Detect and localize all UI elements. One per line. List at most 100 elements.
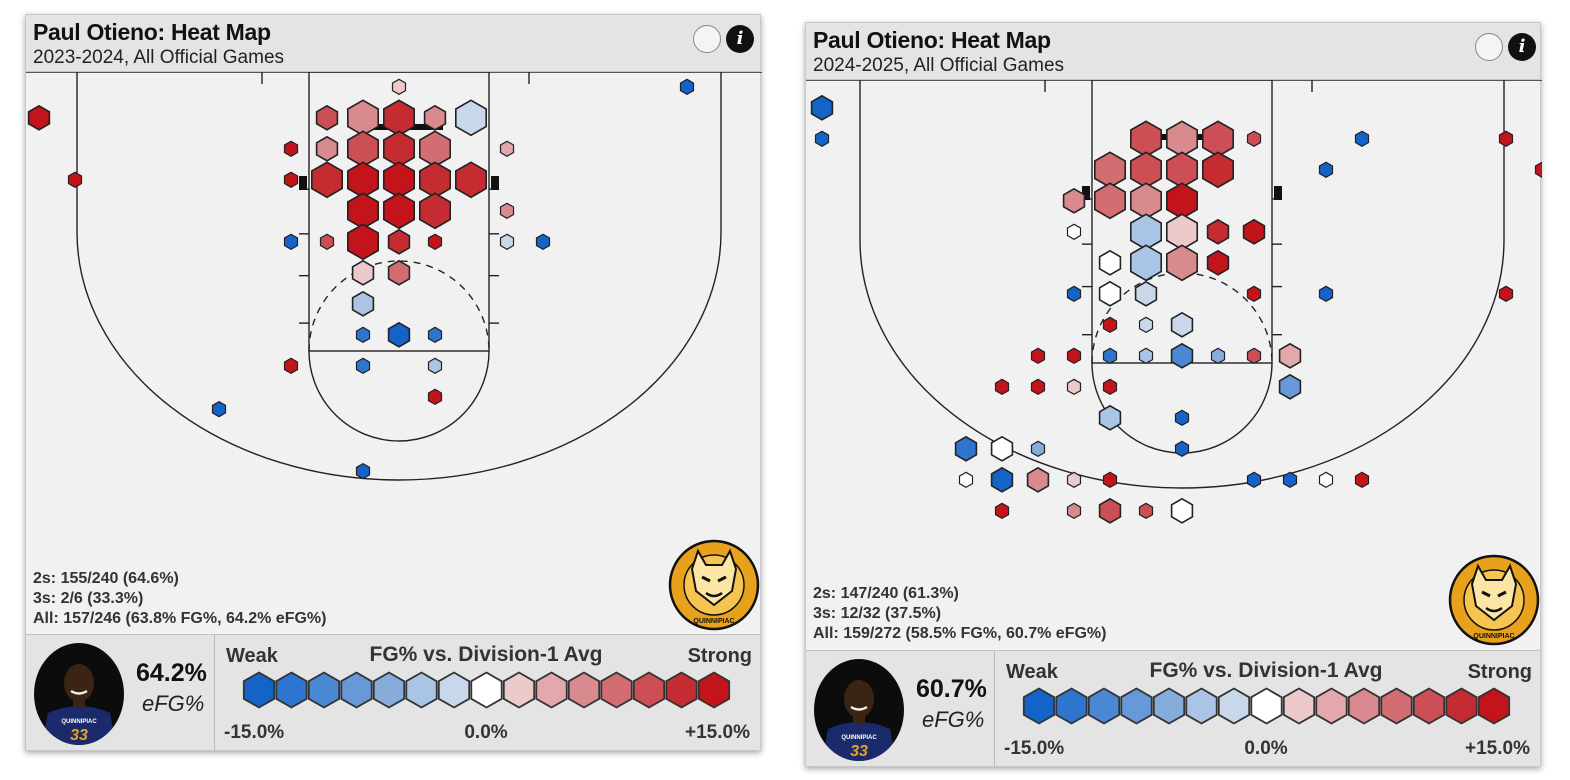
shot-hex[interactable] [1282,471,1298,488]
shot-hex[interactable] [1098,280,1122,307]
shot-hex[interactable] [1129,151,1163,189]
shot-hex[interactable] [391,78,407,95]
shot-hex[interactable] [315,104,339,131]
shot-hex[interactable] [1318,471,1334,488]
shot-hex[interactable] [387,259,411,286]
shot-hex[interactable] [1134,280,1158,307]
shot-hex[interactable] [1030,347,1046,364]
help-circle-icon[interactable] [1475,33,1503,61]
shot-hex[interactable] [382,192,416,230]
shot-hex[interactable] [1093,182,1127,220]
shot-hex[interactable] [1242,218,1266,245]
shot-hex[interactable] [427,326,443,343]
shot-hex[interactable] [382,130,416,168]
shot-hex[interactable] [1066,285,1082,302]
shot-hex[interactable] [1102,316,1118,333]
shot-hex[interactable] [1165,182,1199,220]
shot-hex[interactable] [1098,249,1122,276]
shot-hex[interactable] [315,135,339,162]
shot-hex[interactable] [1170,311,1194,338]
shot-hex[interactable] [1138,502,1154,519]
shot-hex[interactable] [1174,440,1190,457]
shot-hex[interactable] [211,401,227,418]
shot-hex[interactable] [1174,409,1190,426]
shot-hex[interactable] [1129,213,1163,251]
shot-hex[interactable] [454,161,488,199]
shot-hex[interactable] [423,104,447,131]
shot-hex[interactable] [810,94,834,121]
shot-hex[interactable] [1165,151,1199,189]
shot-hex[interactable] [319,233,335,250]
shot-hex[interactable] [346,99,380,137]
shot-hex[interactable] [283,357,299,374]
shot-hex[interactable] [355,463,371,480]
shot-hex[interactable] [1534,161,1543,178]
shot-hex[interactable] [1066,347,1082,364]
shot-hex[interactable] [346,130,380,168]
shot-hex[interactable] [351,290,375,317]
shot-hex[interactable] [1318,161,1334,178]
shot-hex[interactable] [1354,130,1370,147]
shot-hex[interactable] [67,171,83,188]
shot-hex[interactable] [27,104,51,131]
shot-hex[interactable] [1102,471,1118,488]
shot-hex[interactable] [994,378,1010,395]
shot-hex[interactable] [427,357,443,374]
shot-hex[interactable] [1498,285,1514,302]
shot-hex[interactable] [346,223,380,261]
shot-hex[interactable] [1066,378,1082,395]
shot-hex[interactable] [418,130,452,168]
shot-hex[interactable] [1026,466,1050,493]
shot-hex[interactable] [1098,404,1122,431]
shot-hex[interactable] [346,192,380,230]
shot-hex[interactable] [1246,347,1262,364]
shot-hex[interactable] [1066,471,1082,488]
shot-hex[interactable] [418,161,452,199]
shot-hex[interactable] [1318,285,1334,302]
shot-hex[interactable] [1138,316,1154,333]
shot-hex[interactable] [1093,151,1127,189]
shot-hex[interactable] [1066,502,1082,519]
shot-hex[interactable] [1246,471,1262,488]
shot-hex[interactable] [958,471,974,488]
shot-hex[interactable] [346,161,380,199]
shot-hex[interactable] [387,321,411,348]
shot-hex[interactable] [355,326,371,343]
shot-hex[interactable] [499,140,515,157]
shot-hex[interactable] [382,161,416,199]
shot-hex[interactable] [1129,182,1163,220]
shot-hex[interactable] [1210,347,1226,364]
shot-hex[interactable] [1170,342,1194,369]
shot-hex[interactable] [499,202,515,219]
shot-hex[interactable] [990,466,1014,493]
shot-hex[interactable] [499,233,515,250]
shot-hex[interactable] [1201,120,1235,158]
shot-hex[interactable] [994,502,1010,519]
shot-hex[interactable] [1498,130,1514,147]
help-circle-icon[interactable] [693,25,721,53]
shot-hex[interactable] [427,388,443,405]
shot-hex[interactable] [382,99,416,137]
shot-hex[interactable] [1246,285,1262,302]
shot-hex[interactable] [1102,378,1118,395]
shot-hex[interactable] [1165,120,1199,158]
shot-hex[interactable] [1278,342,1302,369]
shot-hex[interactable] [1102,347,1118,364]
shot-hex[interactable] [355,357,371,374]
shot-hex[interactable] [1206,249,1230,276]
shot-hex[interactable] [1165,213,1199,251]
shot-hex[interactable] [954,435,978,462]
shot-hex[interactable] [990,435,1014,462]
shot-hex[interactable] [1066,223,1082,240]
shot-hex[interactable] [310,161,344,199]
shot-hex[interactable] [1246,130,1262,147]
shot-hex[interactable] [1098,497,1122,524]
shot-hex[interactable] [535,233,551,250]
shot-hex[interactable] [351,259,375,286]
shot-hex[interactable] [1354,471,1370,488]
shot-hex[interactable] [1201,151,1235,189]
shot-hex[interactable] [1030,440,1046,457]
shot-hex[interactable] [427,233,443,250]
shot-hex[interactable] [1030,378,1046,395]
shot-hex[interactable] [454,99,488,137]
